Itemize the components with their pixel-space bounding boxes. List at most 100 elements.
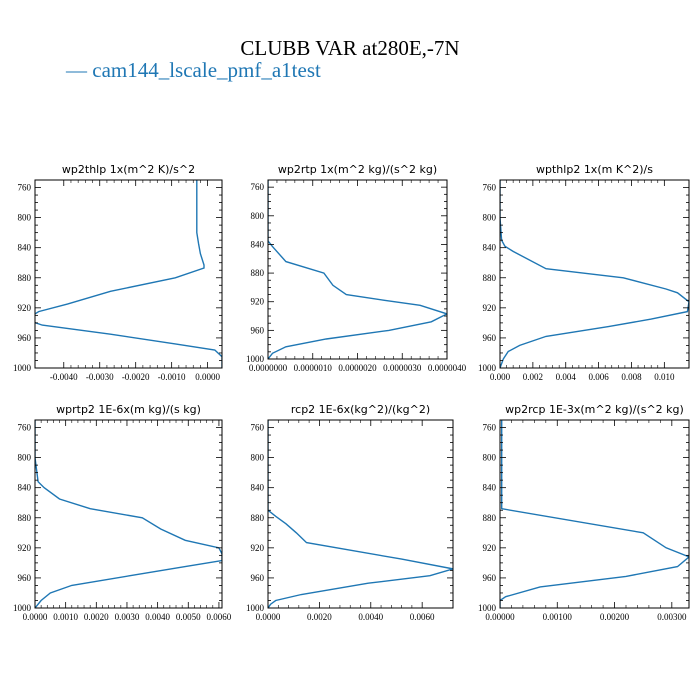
- x-tick-label: -0.0010: [158, 372, 186, 382]
- panel-title: rcp2 1E-6x(kg^2)/(kg^2): [291, 403, 430, 416]
- x-tick-label: 0.00200: [600, 612, 630, 622]
- x-tick-label: 0.0040: [145, 612, 170, 622]
- y-tick-label: 840: [18, 243, 32, 253]
- y-tick-label: 760: [483, 423, 497, 433]
- chart-panel-2: wp2rtp 1x(m^2 kg)/(s^2 kg) 760 800 840 880 92…: [246, 163, 467, 373]
- x-tick-label: -0.0020: [122, 372, 150, 382]
- y-tick-label: 760: [251, 423, 265, 433]
- x-tick-label: 0.0000030: [383, 363, 422, 373]
- x-tick-label: 0.0060: [410, 612, 435, 622]
- y-tick-label: 920: [18, 543, 32, 553]
- y-tick-label: 960: [251, 573, 265, 583]
- x-tick-label: 0.0000000: [249, 363, 288, 373]
- y-tick-label: 960: [483, 573, 497, 583]
- y-tick-label: 760: [18, 183, 32, 193]
- plot-frame: [34, 419, 223, 609]
- y-tick-label: 1000: [478, 363, 497, 373]
- x-tick-label: 0.0010: [53, 612, 78, 622]
- y-tick-label: 840: [18, 483, 32, 493]
- y-tick-label: 840: [483, 243, 497, 253]
- x-tick-label: 0.0020: [84, 612, 109, 622]
- plot-frame: [267, 419, 454, 609]
- y-tick-label: 880: [251, 268, 265, 278]
- series-line: [268, 420, 453, 608]
- legend: — cam144_lscale_pmf_a1test: [66, 58, 321, 83]
- panel-title: wpthlp2 1x(m K^2)/s: [536, 163, 653, 176]
- y-tick-label: 920: [251, 543, 265, 553]
- y-tick-label: 840: [483, 483, 497, 493]
- y-tick-label: 880: [251, 513, 265, 523]
- x-tick-label: 0.0000: [23, 612, 48, 622]
- series-line: [268, 180, 447, 359]
- x-tick-label: 0.006: [588, 372, 609, 382]
- series-line: [500, 180, 689, 368]
- y-tick-label: 760: [251, 182, 265, 192]
- y-tick-label: 800: [251, 453, 265, 463]
- y-tick-label: 960: [483, 333, 497, 343]
- panel-title: wprtp2 1E-6x(m kg)/(s kg): [56, 403, 201, 416]
- x-tick-label: 0.0000040: [428, 363, 467, 373]
- x-tick-label: 0.0050: [176, 612, 201, 622]
- chart-panel-4: wprtp2 1E-6x(m kg)/(s kg) 760 800 840 880 920…: [13, 403, 232, 622]
- x-tick-label: 0.0000: [256, 612, 281, 622]
- plot-frame: [267, 179, 448, 360]
- plot-frame: [499, 179, 690, 369]
- y-tick-label: 800: [18, 213, 32, 223]
- y-tick-label: 960: [18, 573, 32, 583]
- y-tick-label: 880: [483, 273, 497, 283]
- x-tick-label: 0.000: [490, 372, 511, 382]
- chart-panel-6: wp2rcp 1E-3x(m^2 kg)/(s^2 kg) 760 800 840 88…: [478, 403, 690, 622]
- x-tick-label: 0.0060: [207, 612, 232, 622]
- panel-title: wp2rcp 1E-3x(m^2 kg)/(s^2 kg): [505, 403, 684, 416]
- chart-panel-3: wpthlp2 1x(m K^2)/s 760 800 840 880 920 960 100…: [478, 163, 690, 382]
- x-tick-label: 0.0020: [307, 612, 332, 622]
- y-tick-label: 800: [483, 453, 497, 463]
- x-tick-label: 0.00300: [657, 612, 687, 622]
- y-tick-label: 1000: [246, 354, 265, 364]
- y-tick-label: 1000: [246, 603, 265, 613]
- y-tick-label: 800: [483, 213, 497, 223]
- y-tick-label: 960: [251, 325, 265, 335]
- x-tick-label: 0.0040: [358, 612, 383, 622]
- x-tick-label: 0.00100: [543, 612, 573, 622]
- chart-panel-1: wp2thlp 1x(m^2 K)/s^2 760 800 840 880 920 960 1…: [13, 163, 223, 382]
- y-tick-label: 760: [483, 183, 497, 193]
- x-tick-label: -0.0030: [86, 372, 114, 382]
- y-tick-label: 880: [18, 273, 32, 283]
- y-tick-label: 840: [251, 239, 265, 249]
- series-line: [35, 420, 222, 608]
- x-tick-label: 0.008: [621, 372, 642, 382]
- y-tick-label: 880: [483, 513, 497, 523]
- x-tick-label: 0.002: [523, 372, 543, 382]
- y-tick-label: 840: [251, 483, 265, 493]
- series-line: [500, 420, 689, 608]
- plot-frame: [34, 179, 223, 369]
- x-tick-label: 0.0030: [115, 612, 140, 622]
- panel-title: wp2thlp 1x(m^2 K)/s^2: [62, 163, 195, 176]
- legend-line-marker: —: [66, 58, 87, 82]
- x-tick-label: 0.0000020: [338, 363, 377, 373]
- y-tick-label: 1000: [13, 603, 32, 613]
- y-tick-label: 920: [483, 303, 497, 313]
- y-tick-label: 1000: [13, 363, 32, 373]
- x-tick-label: 0.0000: [195, 372, 220, 382]
- y-tick-label: 800: [18, 453, 32, 463]
- y-tick-label: 1000: [478, 603, 497, 613]
- y-tick-label: 800: [251, 211, 265, 221]
- y-tick-label: 760: [18, 423, 32, 433]
- x-tick-label: 0.00000: [485, 612, 515, 622]
- x-tick-label: 0.010: [654, 372, 675, 382]
- legend-label: cam144_lscale_pmf_a1test: [92, 58, 321, 82]
- chart-panel-5: rcp2 1E-6x(kg^2)/(kg^2) 760 800 840 880 920 96…: [246, 403, 454, 622]
- panel-title: wp2rtp 1x(m^2 kg)/(s^2 kg): [278, 163, 437, 176]
- x-tick-label: 0.0000010: [294, 363, 333, 373]
- y-tick-label: 920: [18, 303, 32, 313]
- x-tick-label: 0.004: [556, 372, 577, 382]
- y-tick-label: 880: [18, 513, 32, 523]
- figure-title: CLUBB VAR at280E,-7N: [240, 36, 460, 60]
- plot-frame: [499, 419, 690, 609]
- x-tick-label: -0.0040: [50, 372, 78, 382]
- y-tick-label: 920: [251, 297, 265, 307]
- y-tick-label: 920: [483, 543, 497, 553]
